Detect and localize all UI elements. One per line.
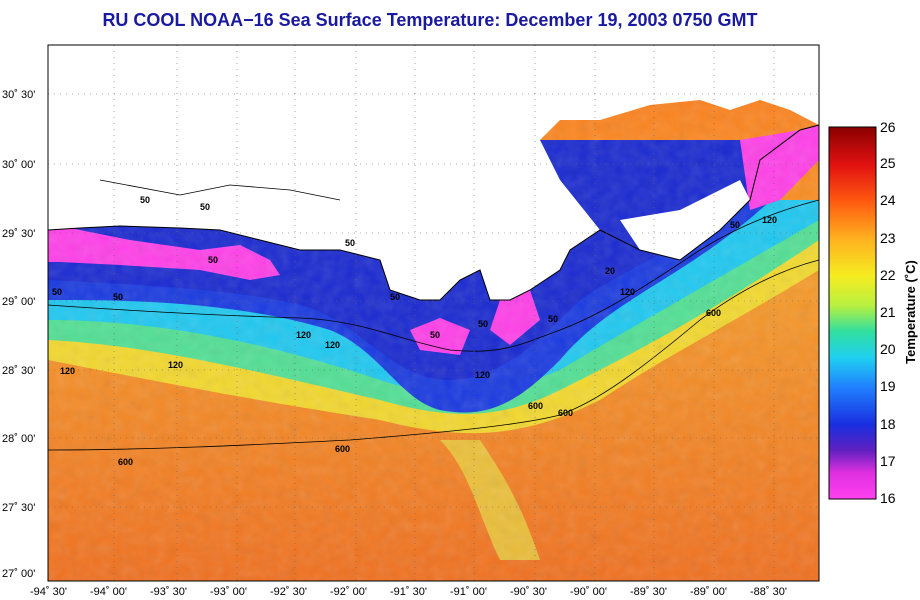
contour-label: 120 [475,370,490,380]
colorbar-scale [828,126,877,500]
longitude-label: -89˚ 00' [690,586,727,598]
colorbar-tick: 23 [880,230,896,246]
graticule [48,45,819,581]
longitude-label: -94˚ 00' [90,586,127,598]
contour-label: 50 [548,314,558,324]
contour-label: 50 [52,287,62,297]
contour-label: 120 [620,287,635,297]
map-area [48,45,819,581]
contour-label: 120 [296,330,311,340]
latitude-label: 29˚ 00' [2,296,35,308]
contour-label: 50 [140,195,150,205]
latitude-label: 30˚ 00' [2,159,35,171]
latitude-label: 27˚ 00' [2,568,35,580]
contour-label: 120 [762,215,777,225]
longitude-label: -92˚ 30' [270,586,307,598]
longitude-label: -90˚ 00' [570,586,607,598]
contour-label: 600 [558,408,573,418]
contour-label: 50 [390,292,400,302]
contour-label: 20 [605,266,615,276]
contour-label: 120 [325,340,340,350]
colorbar-tick: 26 [880,119,896,135]
isobath-120 [47,199,820,352]
colorbar-tick: 16 [880,490,896,506]
colorbar-tick: 19 [880,378,896,394]
colorbar-tick: 24 [880,192,896,208]
colorbar-tick: 18 [880,416,896,432]
isobath-600 [47,259,820,451]
longitude-label: -89˚ 30' [630,586,667,598]
colorbar: 26 25 24 23 22 21 20 19 18 17 16 Tempera… [828,119,918,506]
contour-label: 600 [706,308,721,318]
longitude-label: -91˚ 00' [450,586,487,598]
contour-label: 50 [730,220,740,230]
longitude-label: -91˚ 30' [390,586,427,598]
colorbar-tick: 17 [880,453,896,469]
contour-label: 50 [345,238,355,248]
colorbar-title: Temperature (˚C) [903,260,918,364]
longitude-label: -92˚ 00' [330,586,367,598]
longitude-label: -90˚ 30' [510,586,547,598]
contour-label: 50 [208,255,218,265]
latitude-label: 30˚ 30' [2,89,35,101]
contour-label: 50 [200,202,210,212]
longitude-label: -93˚ 00' [210,586,247,598]
coastline [47,124,820,301]
colorbar-tick: 22 [880,267,896,283]
land-mass [48,45,819,300]
colorbar-tick: 21 [880,304,896,320]
contour-label: 120 [60,366,75,376]
contour-label: 600 [335,444,350,454]
latitude-label: 29˚ 30' [2,228,35,240]
colorbar-tick: 25 [880,155,896,171]
longitude-label: -88˚ 30' [750,586,787,598]
land-marsh [620,180,750,260]
contour-label: 50 [478,319,488,329]
contour-label: 600 [118,457,133,467]
contour-label: 50 [113,292,123,302]
longitude-label: -93˚ 30' [150,586,187,598]
contour-label: 50 [430,330,440,340]
map-frame [47,44,820,582]
contour-label: 120 [168,360,183,370]
latitude-label: 28˚ 00' [2,433,35,445]
latitude-label: 28˚ 30' [2,365,35,377]
contour-label: 600 [528,401,543,411]
map-title: RU COOL NOAA−16 Sea Surface Temperature:… [102,10,758,30]
latitude-label: 27˚ 30' [2,502,35,514]
longitude-label: -94˚ 30' [30,586,67,598]
colorbar-tick: 20 [880,341,896,357]
isobath-50 [99,179,341,201]
